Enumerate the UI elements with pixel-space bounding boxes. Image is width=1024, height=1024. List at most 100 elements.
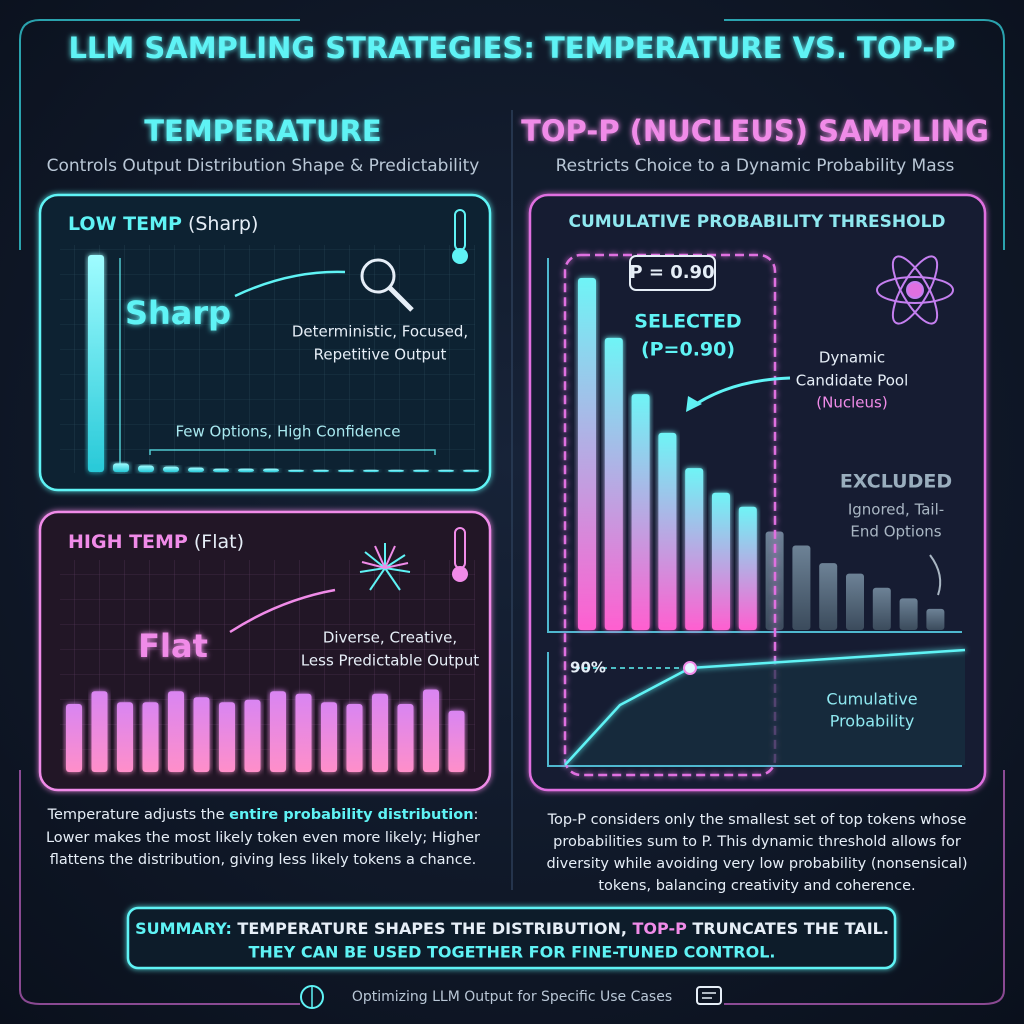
bar (193, 697, 210, 772)
firework-icon (359, 543, 411, 591)
label: LOW TEMP (68, 213, 182, 235)
title: LLM SAMPLING STRATEGIES: TEMPERATURE VS.… (68, 31, 955, 65)
bracket (119, 258, 436, 470)
bar (872, 587, 891, 630)
bar (397, 704, 414, 772)
bar (413, 469, 429, 472)
caption: diversity while avoiding very low probab… (546, 856, 967, 872)
bar (219, 702, 235, 772)
summary: THEY CAN BE USED TOGETHER FOR FINE-TUNED… (248, 943, 775, 962)
caption-part: Temperature adjusts the (47, 807, 230, 823)
bar (213, 468, 229, 472)
cumulative-curve (564, 648, 966, 766)
word: Flat (138, 627, 208, 665)
subtitle: Restricts Choice to a Dynamic Probabilit… (556, 156, 955, 176)
bar (363, 469, 379, 472)
bar (288, 469, 304, 472)
bar (899, 598, 918, 630)
cumulative-mark: 90% (570, 659, 606, 677)
chat-icon (696, 986, 722, 1005)
pool-label: Dynamic (819, 349, 885, 367)
caption-emphasis: entire probability distribution (229, 807, 473, 823)
bar (91, 691, 108, 772)
selected-label: SELECTED (634, 311, 741, 333)
cumulative-area (548, 650, 965, 765)
threshold-point (683, 661, 697, 675)
bar (448, 710, 465, 772)
bar (113, 463, 129, 472)
bar (138, 465, 154, 472)
cumulative-label: Cumulative (826, 690, 917, 709)
bar (438, 469, 454, 472)
panel-label: HIGH TEMP (Flat) (68, 531, 244, 553)
bar (238, 468, 254, 472)
bar (88, 255, 104, 472)
frame (19, 770, 1005, 1005)
bar (631, 394, 650, 630)
caption-part: : (474, 807, 479, 823)
bar (463, 469, 479, 472)
bar (313, 469, 329, 472)
excluded-note: End Options (850, 523, 941, 541)
description: Deterministic, Focused, (292, 323, 468, 341)
qualifier: (Flat) (194, 531, 244, 553)
arrow (929, 554, 942, 596)
bar (846, 573, 864, 630)
caption: Lower makes the most likely token even m… (46, 830, 480, 846)
bar (578, 278, 596, 630)
summary: SUMMARY: TEMPERATURE SHAPES THE DISTRIBU… (135, 919, 889, 938)
bar (117, 702, 133, 772)
frame (19, 19, 1005, 250)
bar (142, 702, 159, 772)
caption: tokens, balancing creativity and coheren… (598, 878, 915, 894)
panel-title: CUMULATIVE PROBABILITY THRESHOLD (568, 212, 945, 232)
arrow-head (686, 396, 702, 412)
description: Repetitive Output (314, 346, 447, 364)
caption: Temperature adjusts the entire probabili… (47, 807, 479, 823)
magnifier-icon (360, 258, 414, 312)
bar (372, 693, 388, 772)
threshold: P = 0.90 (629, 262, 714, 283)
top-p-bars (578, 278, 945, 630)
bar (270, 691, 286, 772)
thermometer-icon (452, 209, 468, 264)
description: Less Predictable Output (301, 652, 479, 670)
qualifier: (Sharp) (188, 213, 258, 235)
excluded-note: Ignored, Tail- (848, 501, 944, 519)
brain-icon (300, 985, 324, 1009)
bar (168, 691, 184, 772)
bar (163, 466, 179, 472)
bar (321, 702, 337, 772)
bar (263, 468, 279, 472)
bar (295, 693, 312, 772)
summary-part: TOP-P (633, 919, 688, 938)
caption: Top-P considers only the smallest set of… (547, 812, 967, 828)
bar (66, 704, 82, 772)
bar (712, 492, 730, 630)
pool-label: Candidate Pool (796, 372, 909, 390)
description: Diverse, Creative, (323, 629, 457, 647)
bar (819, 563, 838, 630)
bar (926, 608, 945, 630)
bar (423, 689, 439, 772)
subtitle: Controls Output Distribution Shape & Pre… (47, 156, 480, 176)
excluded-label: EXCLUDED (840, 471, 952, 493)
panel-label: LOW TEMP (Sharp) (68, 213, 258, 235)
low-temp-bars (88, 255, 479, 472)
summary-part: SUMMARY: (135, 919, 232, 938)
bar (388, 469, 404, 472)
bar (685, 468, 704, 630)
bar (604, 337, 623, 630)
pool-note: (Nucleus) (816, 394, 887, 412)
arrow (234, 270, 346, 298)
selected-label: (P=0.90) (641, 339, 735, 361)
thermometer-icon (452, 527, 468, 582)
threshold-box (629, 255, 716, 291)
heading: TEMPERATURE (144, 114, 382, 148)
arrow (229, 588, 336, 634)
axes (547, 258, 962, 767)
cumulative-label: Probability (830, 712, 915, 731)
bar (188, 467, 204, 472)
panel (528, 193, 987, 792)
